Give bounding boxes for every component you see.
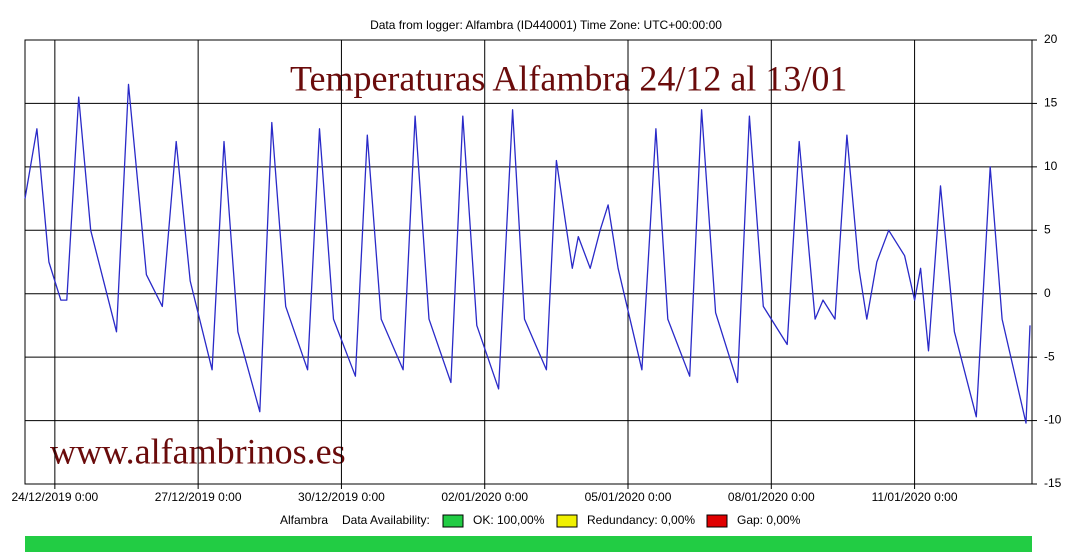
plot-frame <box>24 39 1033 485</box>
y-tick-label: 10 <box>1044 159 1058 173</box>
legend-swatch <box>556 514 578 528</box>
availability-bar <box>25 536 1032 552</box>
y-tick-label: -5 <box>1044 349 1055 363</box>
x-tick-label: 11/01/2020 0:00 <box>872 490 958 504</box>
overlay-title: Temperaturas Alfambra 24/12 al 13/01 <box>290 58 847 98</box>
temperature-line <box>24 83 1031 424</box>
x-tick-label: 05/01/2020 0:00 <box>585 490 672 504</box>
y-tick-label: 5 <box>1044 222 1051 236</box>
legend-item: Redundancy: 0,00% <box>587 513 695 527</box>
y-tick-label: 0 <box>1044 286 1051 300</box>
y-tick-label: -10 <box>1044 413 1062 427</box>
x-tick-label: 08/01/2020 0:00 <box>728 490 815 504</box>
legend-swatch <box>442 514 464 528</box>
legend-item: Gap: 0,00% <box>737 513 801 527</box>
legend-label: Data Availability: <box>342 513 430 527</box>
x-tick-label: 02/01/2020 0:00 <box>441 490 528 504</box>
y-tick-label: -15 <box>1044 476 1062 490</box>
x-tick-label: 27/12/2019 0:00 <box>155 490 242 504</box>
y-tick-label: 15 <box>1044 96 1058 110</box>
x-tick-label: 30/12/2019 0:00 <box>298 490 385 504</box>
legend-logger: Alfambra <box>280 513 328 527</box>
legend-item: OK: 100,00% <box>473 513 545 527</box>
x-tick-label: 24/12/2019 0:00 <box>11 490 98 504</box>
legend-swatch <box>706 514 728 528</box>
chart-title: Data from logger: Alfambra (ID440001) Ti… <box>370 18 722 32</box>
y-tick-label: 20 <box>1044 32 1058 46</box>
